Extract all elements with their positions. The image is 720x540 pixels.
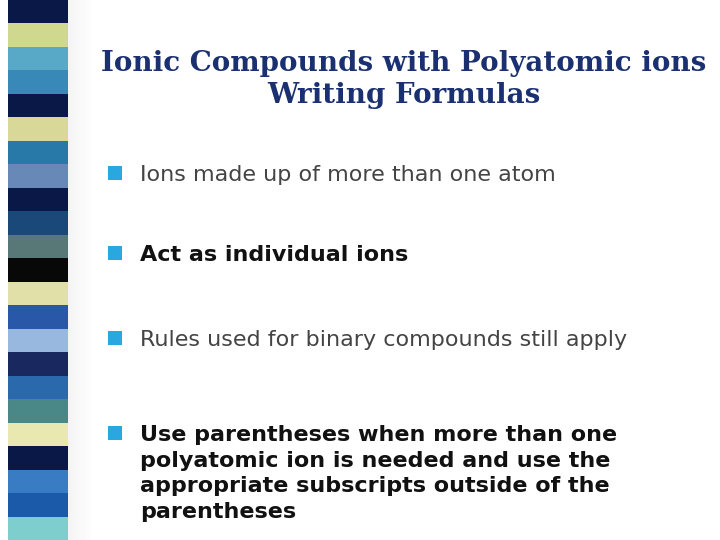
Bar [8,117,68,141]
Bar [90,0,92,540]
Bar [108,246,122,260]
Bar [8,423,68,446]
Bar [8,282,68,305]
Bar [76,0,78,540]
Bar [8,23,68,47]
Bar [108,166,122,180]
Bar [68,0,70,540]
Bar [70,0,72,540]
Bar [8,141,68,164]
Bar [8,164,68,188]
Bar [8,305,68,329]
Text: Rules used for binary compounds still apply: Rules used for binary compounds still ap… [140,330,627,350]
Text: Use parentheses when more than one
polyatomic ion is needed and use the
appropri: Use parentheses when more than one polya… [140,425,617,522]
Bar [8,211,68,235]
Bar [80,0,82,540]
Bar [8,188,68,211]
Bar [8,446,68,470]
Text: Ions made up of more than one atom: Ions made up of more than one atom [140,165,556,185]
Bar [8,235,68,258]
Bar [8,258,68,282]
Bar [8,352,68,376]
Bar [8,376,68,399]
Text: Ionic Compounds with Polyatomic ions
Writing Formulas: Ionic Compounds with Polyatomic ions Wri… [102,50,706,109]
Bar [82,0,84,540]
Bar [8,493,68,517]
Bar [78,0,80,540]
Bar [108,331,122,345]
Bar [8,399,68,423]
Bar [86,0,88,540]
Bar [8,329,68,352]
Bar [8,94,68,117]
Text: Act as individual ions: Act as individual ions [140,245,408,265]
Bar [8,470,68,493]
Bar [84,0,86,540]
Bar [8,517,68,540]
Bar [74,0,76,540]
Bar [8,0,68,23]
Bar [72,0,74,540]
Bar [88,0,90,540]
Bar [8,70,68,94]
Bar [8,47,68,70]
Bar [108,426,122,440]
